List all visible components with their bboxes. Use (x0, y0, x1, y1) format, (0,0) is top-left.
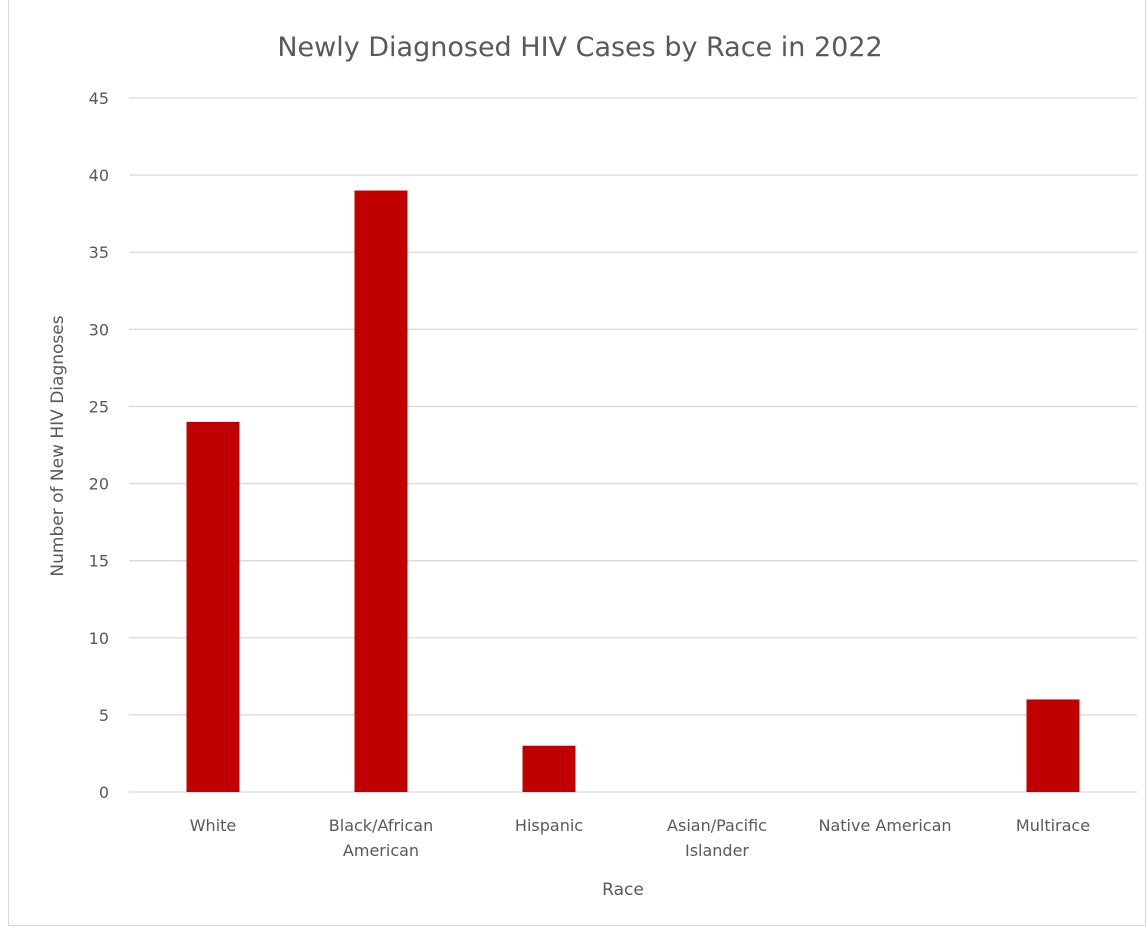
bar (354, 190, 408, 793)
bar (1026, 699, 1080, 792)
x-axis-labels: White Black/African American Hispanic Asian/… (190, 816, 1090, 860)
bars (186, 190, 1080, 793)
y-tick-label: 25 (89, 397, 109, 416)
x-tick-label: Multirace (1016, 816, 1090, 835)
y-tick-label: 10 (89, 629, 109, 648)
x-tick-label: Hispanic (515, 816, 583, 835)
chart-title: Newly Diagnosed HIV Cases by Race in 202… (277, 32, 882, 63)
x-axis-title: Race (602, 880, 644, 900)
y-tick-label: 15 (89, 552, 109, 571)
y-tick-label: 30 (89, 320, 109, 339)
x-tick-label-line: Black/African (329, 816, 433, 835)
x-tick-label-line: Islander (685, 841, 749, 860)
y-tick-label: 45 (89, 89, 109, 108)
x-tick-label-line: Asian/Pacific (667, 816, 767, 835)
x-tick-label: Black/African American (329, 816, 433, 860)
gridlines (129, 97, 1137, 793)
x-tick-label-line: Native American (818, 816, 951, 835)
y-axis-ticks: 0 5 10 15 20 25 30 35 40 45 (89, 89, 109, 802)
x-tick-label-line: Hispanic (515, 816, 583, 835)
y-tick-label: 0 (99, 783, 109, 802)
x-tick-label: White (190, 816, 237, 835)
chart-frame: Newly Diagnosed HIV Cases by Race in 202… (8, 0, 1146, 926)
bar-chart: Newly Diagnosed HIV Cases by Race in 202… (48, 32, 1137, 900)
x-tick-label: Native American (818, 816, 951, 835)
x-tick-label: Asian/Pacific Islander (667, 816, 767, 860)
x-tick-label-line: White (190, 816, 237, 835)
bar (186, 421, 240, 792)
y-tick-label: 35 (89, 243, 109, 262)
y-tick-label: 40 (89, 166, 109, 185)
y-axis-title: Number of New HIV Diagnoses (48, 315, 68, 576)
y-tick-label: 5 (99, 706, 109, 725)
y-tick-label: 20 (89, 475, 109, 494)
x-tick-label-line: American (343, 841, 419, 860)
bar (522, 745, 576, 792)
x-tick-label-line: Multirace (1016, 816, 1090, 835)
